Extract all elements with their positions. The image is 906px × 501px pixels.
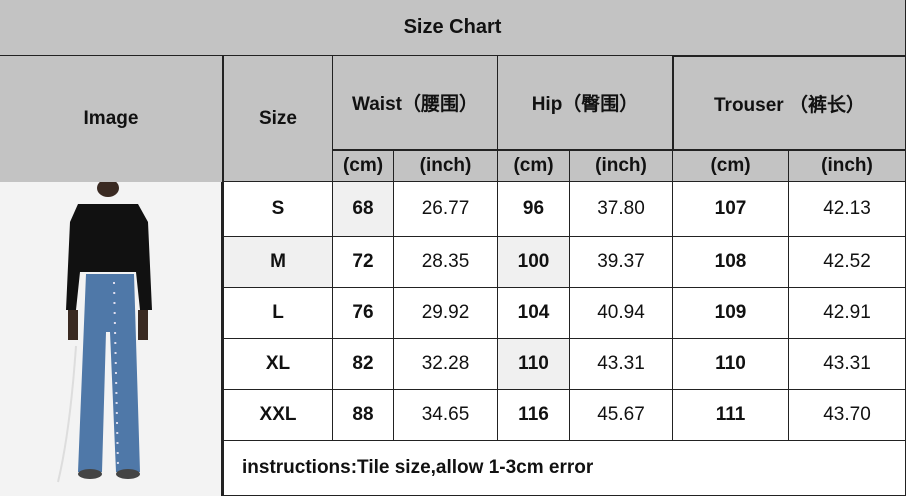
cell-waist-in: 26.77 bbox=[394, 182, 498, 237]
unit-cm: (cm) bbox=[673, 150, 789, 182]
header-image: Image bbox=[0, 56, 223, 182]
cell-waist-in: 32.28 bbox=[394, 339, 498, 390]
cell-trouser-in: 43.70 bbox=[789, 390, 906, 441]
cell-waist-cm: 76 bbox=[333, 288, 394, 339]
cell-waist-cm: 68 bbox=[333, 182, 394, 237]
header-waist: Waist（腰围） bbox=[333, 56, 498, 150]
cell-trouser-cm: 108 bbox=[673, 237, 789, 288]
unit-inch: (inch) bbox=[394, 150, 498, 182]
cell-trouser-cm: 107 bbox=[673, 182, 789, 237]
product-image bbox=[0, 179, 223, 496]
unit-cm: (cm) bbox=[333, 150, 394, 182]
unit-cm: (cm) bbox=[498, 150, 570, 182]
instructions-text: instructions:Tile size,allow 1-3cm error bbox=[223, 441, 906, 496]
cell-waist-in: 29.92 bbox=[394, 288, 498, 339]
cell-size: S bbox=[223, 182, 333, 237]
cell-size: L bbox=[223, 288, 333, 339]
cell-size: XL bbox=[223, 339, 333, 390]
cell-waist-cm: 82 bbox=[333, 339, 394, 390]
cell-hip-cm: 116 bbox=[498, 390, 570, 441]
cell-trouser-in: 42.13 bbox=[789, 182, 906, 237]
header-hip: Hip（臀围） bbox=[498, 56, 673, 150]
cell-hip-cm: 110 bbox=[498, 339, 570, 390]
cell-trouser-cm: 111 bbox=[673, 390, 789, 441]
model-wearing-jeans-image bbox=[57, 179, 152, 483]
cell-hip-in: 40.94 bbox=[570, 288, 673, 339]
chart-title: Size Chart bbox=[0, 0, 906, 56]
cell-trouser-cm: 109 bbox=[673, 288, 789, 339]
unit-inch: (inch) bbox=[570, 150, 673, 182]
cell-hip-cm: 100 bbox=[498, 237, 570, 288]
cell-waist-in: 28.35 bbox=[394, 237, 498, 288]
header-trouser: Trouser （裤长） bbox=[673, 56, 906, 150]
cell-trouser-in: 43.31 bbox=[789, 339, 906, 390]
cell-hip-cm: 104 bbox=[498, 288, 570, 339]
cell-trouser-cm: 110 bbox=[673, 339, 789, 390]
header-size: Size bbox=[223, 56, 333, 182]
cell-hip-in: 39.37 bbox=[570, 237, 673, 288]
cell-waist-cm: 88 bbox=[333, 390, 394, 441]
cell-size: M bbox=[223, 237, 333, 288]
cell-hip-cm: 96 bbox=[498, 182, 570, 237]
cell-hip-in: 43.31 bbox=[570, 339, 673, 390]
cell-waist-in: 34.65 bbox=[394, 390, 498, 441]
unit-inch: (inch) bbox=[789, 150, 906, 182]
cell-waist-cm: 72 bbox=[333, 237, 394, 288]
cell-trouser-in: 42.91 bbox=[789, 288, 906, 339]
cell-hip-in: 45.67 bbox=[570, 390, 673, 441]
cell-trouser-in: 42.52 bbox=[789, 237, 906, 288]
cell-hip-in: 37.80 bbox=[570, 182, 673, 237]
cell-size: XXL bbox=[223, 390, 333, 441]
